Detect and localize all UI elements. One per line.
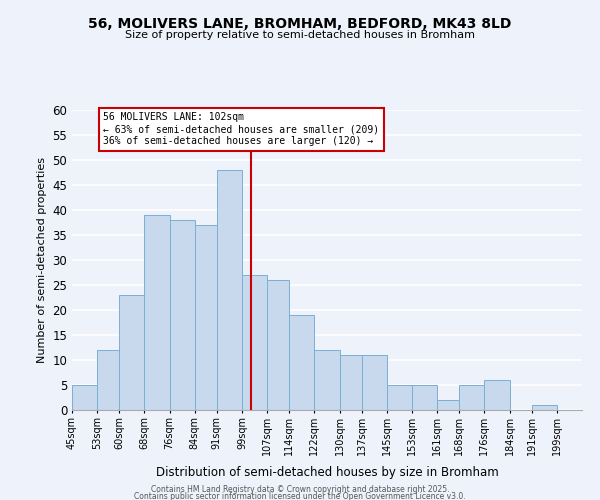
Bar [97, 350, 119, 410]
Bar [314, 350, 340, 410]
Text: 56, MOLIVERS LANE, BROMHAM, BEDFORD, MK43 8LD: 56, MOLIVERS LANE, BROMHAM, BEDFORD, MK4… [88, 18, 512, 32]
Bar [362, 355, 387, 410]
Bar [484, 380, 509, 410]
Bar [267, 280, 289, 410]
Bar [437, 400, 459, 410]
Text: Size of property relative to semi-detached houses in Bromham: Size of property relative to semi-detach… [125, 30, 475, 40]
Bar [289, 315, 314, 410]
Bar [217, 170, 242, 410]
Bar [170, 220, 195, 410]
Bar [195, 225, 217, 410]
Bar [532, 405, 557, 410]
Text: 56 MOLIVERS LANE: 102sqm
← 63% of semi-detached houses are smaller (209)
36% of : 56 MOLIVERS LANE: 102sqm ← 63% of semi-d… [103, 112, 380, 146]
Bar [145, 215, 170, 410]
Bar [72, 385, 97, 410]
Bar [242, 275, 267, 410]
Bar [387, 385, 412, 410]
Bar [340, 355, 362, 410]
Bar [459, 385, 484, 410]
X-axis label: Distribution of semi-detached houses by size in Bromham: Distribution of semi-detached houses by … [155, 466, 499, 479]
Text: Contains public sector information licensed under the Open Government Licence v3: Contains public sector information licen… [134, 492, 466, 500]
Bar [119, 295, 145, 410]
Y-axis label: Number of semi-detached properties: Number of semi-detached properties [37, 157, 47, 363]
Text: Contains HM Land Registry data © Crown copyright and database right 2025.: Contains HM Land Registry data © Crown c… [151, 485, 449, 494]
Bar [412, 385, 437, 410]
